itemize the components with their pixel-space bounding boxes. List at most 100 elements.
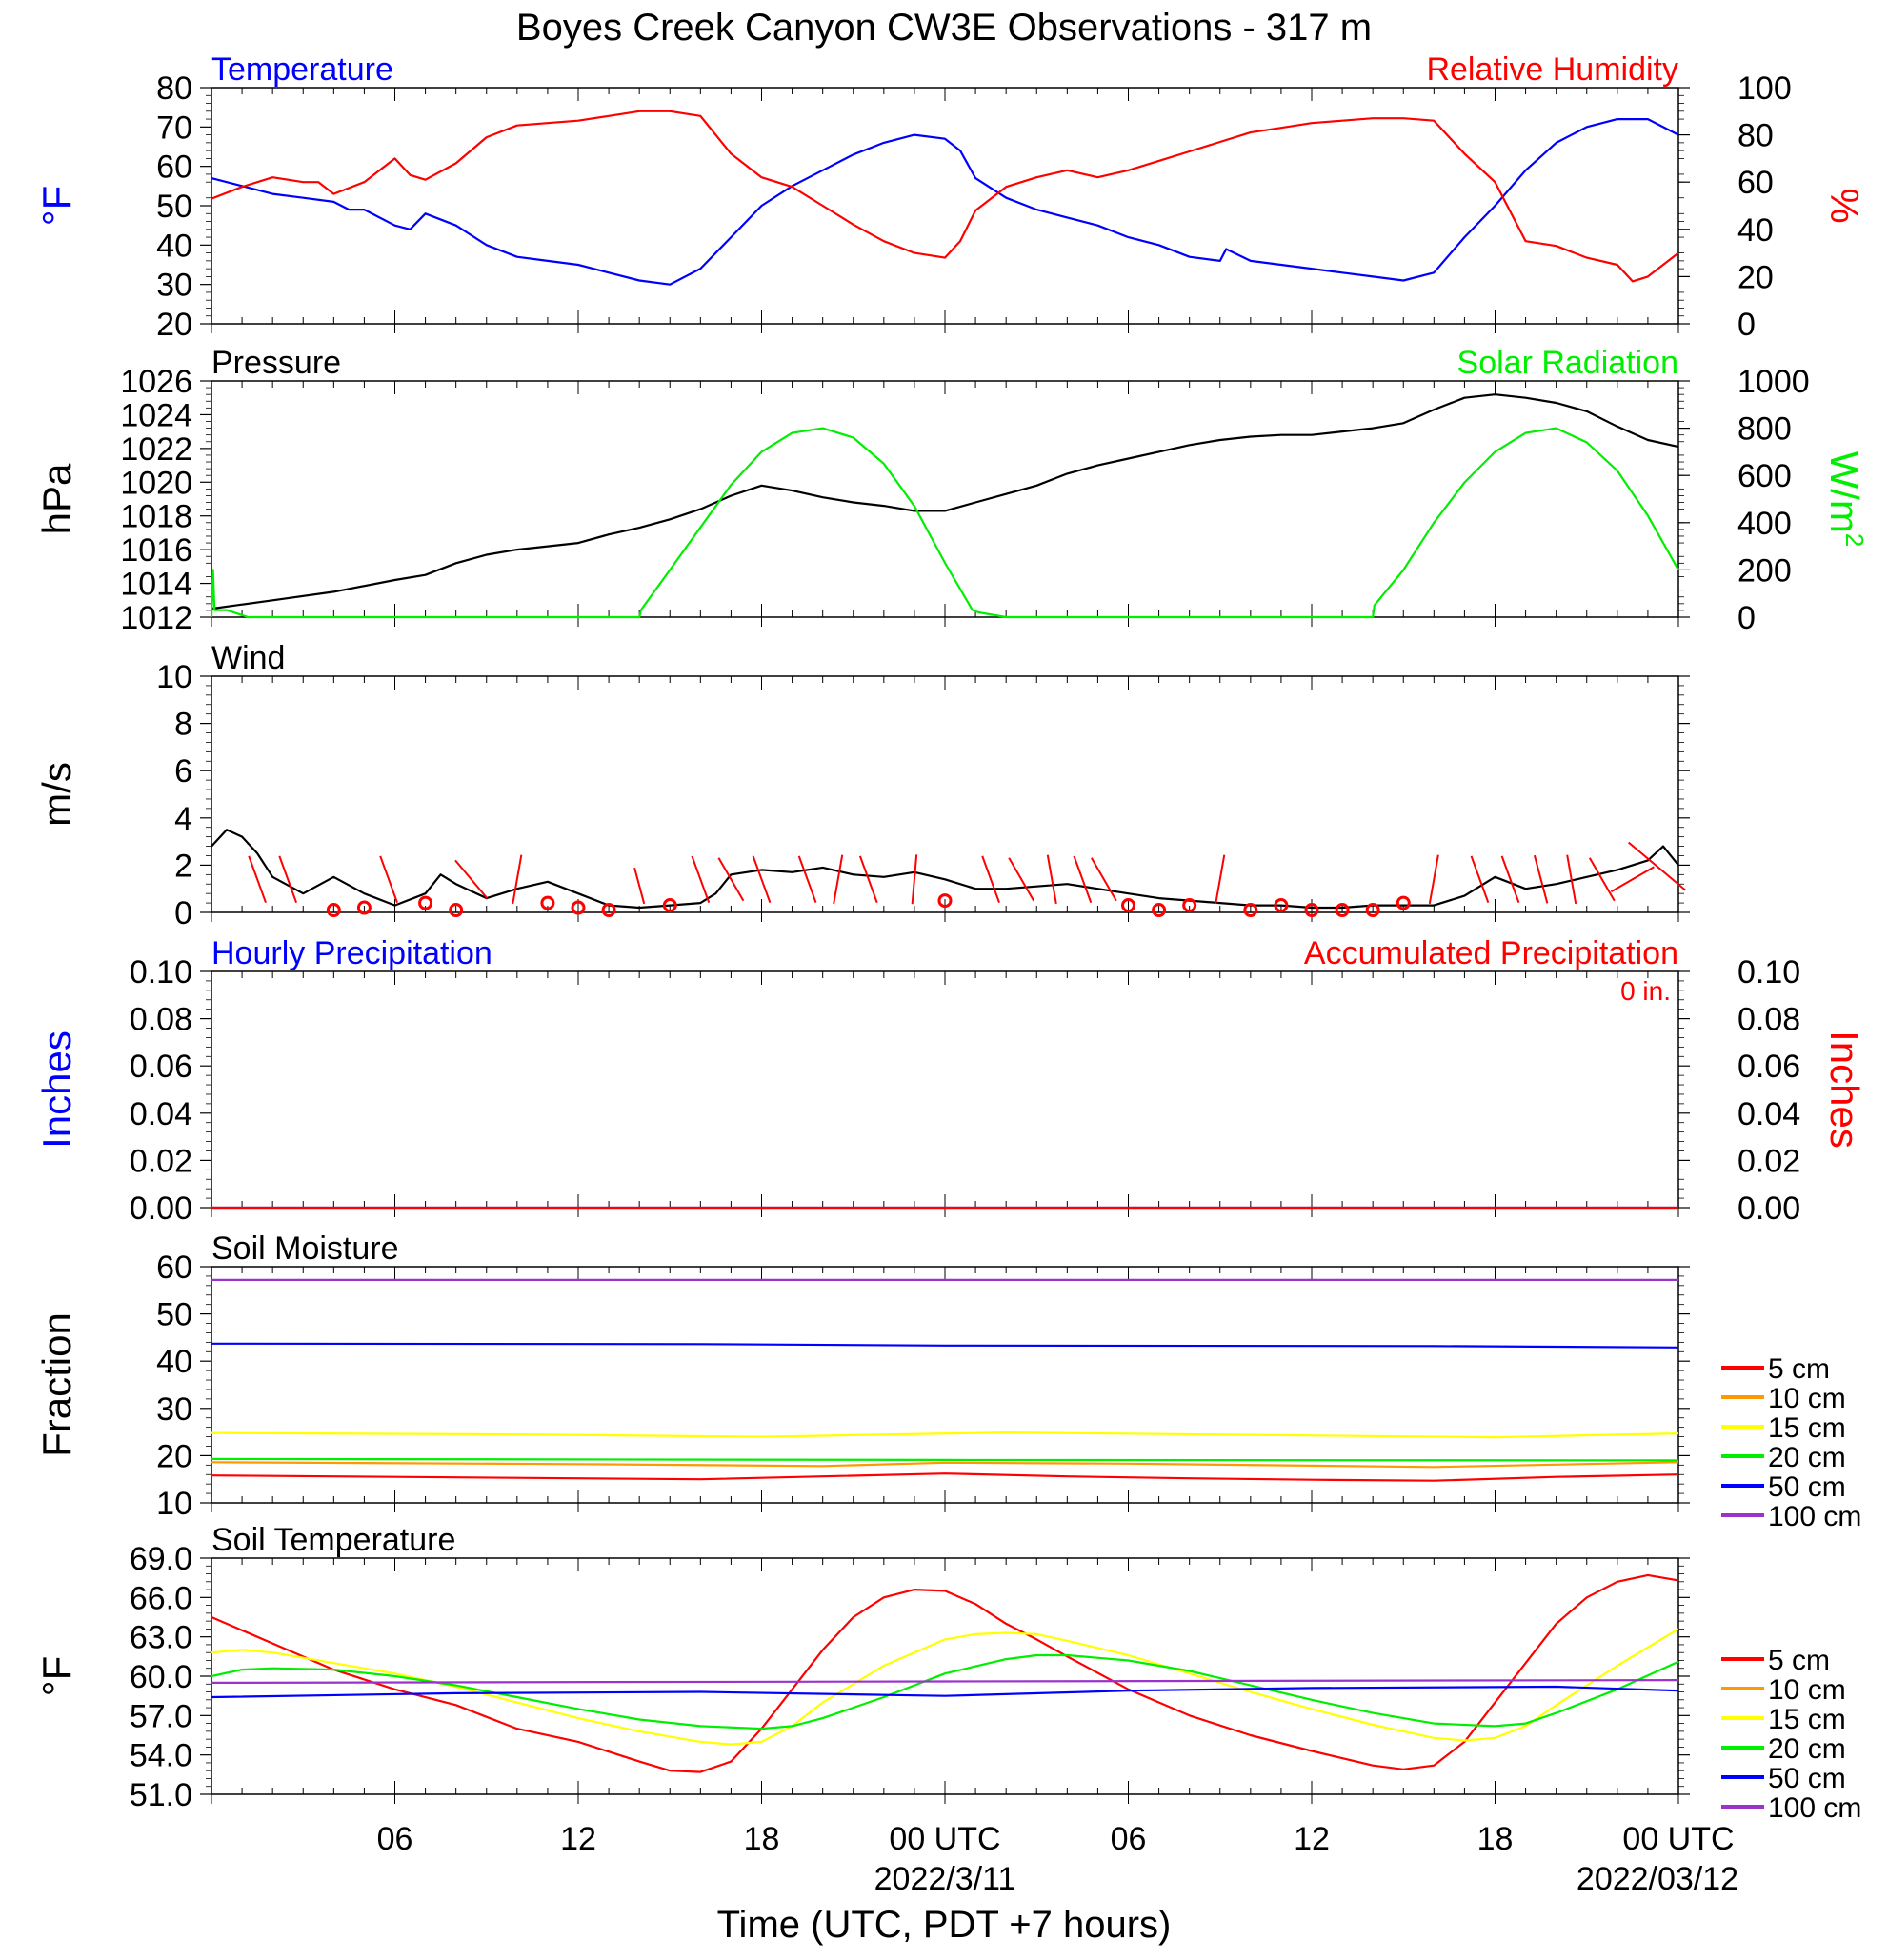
legend-label: 100 cm [1768, 1792, 1861, 1824]
chart-title: Boyes Creek Canyon CW3E Observations - 3… [516, 7, 1372, 49]
wind-calm-marker [1152, 903, 1167, 918]
x-tick-label: 06 [377, 1821, 413, 1857]
y-left-tick-label: 1014 [120, 567, 192, 603]
y-left-tick-label: 1020 [120, 465, 192, 501]
panel-label-left: Pressure [211, 345, 341, 381]
series-line-left-0 [211, 117, 1679, 286]
wind-calm-marker [418, 895, 433, 910]
wind-calm-marker [571, 900, 586, 915]
y-left-tick-label: 20 [156, 307, 192, 343]
legend-label: 5 cm [1768, 1353, 1830, 1385]
y-left-tick-label: 0.00 [130, 1190, 192, 1227]
wind-barb [833, 854, 844, 905]
legend-label: 15 cm [1768, 1412, 1846, 1444]
y-right-tick-label: 0.04 [1737, 1096, 1800, 1132]
series-line-5cm [211, 1573, 1679, 1773]
panel-soil_temperature: 51.054.0 57.060.063.0 66.069.0 Soil Tempera… [34, 1522, 1861, 1824]
wind-calm-marker [601, 903, 616, 918]
y-right-tick-label: 0.02 [1737, 1143, 1800, 1179]
y-left-tick-label: 0.08 [130, 1002, 192, 1038]
legend-label: 50 cm [1768, 1763, 1846, 1794]
x-tick-label: 18 [1477, 1821, 1514, 1857]
legend-label: 10 cm [1768, 1383, 1846, 1414]
y-left-tick-label: 80 [156, 70, 192, 107]
y-left-unit: m/s [34, 762, 79, 827]
y-right-tick-label: 40 [1737, 212, 1774, 249]
y-left-tick-label: 1016 [120, 532, 192, 569]
x-date-label: 2022/03/12 [1577, 1861, 1738, 1897]
series-line-15cm [211, 1628, 1679, 1746]
panel-label-left: Soil Temperature [211, 1522, 455, 1558]
wind-barb [278, 855, 298, 904]
x-tick-label: 12 [560, 1821, 596, 1857]
wind-calm-marker [1335, 903, 1350, 918]
wind-barb [1610, 866, 1655, 893]
series-line-20cm [211, 1457, 1679, 1462]
wind-barb [1500, 855, 1520, 904]
wind-barb [633, 868, 646, 905]
panel-label-left: Hourly Precipitation [211, 935, 492, 971]
wind-calm-marker [1243, 903, 1258, 918]
y-left-tick-label: 20 [156, 1438, 192, 1474]
legend-label: 20 cm [1768, 1733, 1846, 1765]
series-line-100cm [211, 1678, 1679, 1685]
panel-label-left: Temperature [211, 51, 393, 88]
wind-barb [1008, 857, 1035, 902]
y-left-tick-label: 2 [174, 848, 192, 884]
y-right-unit: % [1822, 188, 1867, 223]
y-right-tick-label: 80 [1737, 118, 1774, 154]
legend-label: 100 cm [1768, 1501, 1861, 1532]
wind-barb [1046, 854, 1057, 905]
wind-barb [454, 859, 489, 899]
y-right-tick-label: 60 [1737, 165, 1774, 201]
y-left-tick-label: 50 [156, 189, 192, 225]
y-left-tick-label: 10 [156, 659, 192, 695]
y-right-tick-label: 800 [1737, 411, 1792, 448]
y-left-tick-label: 1012 [120, 600, 192, 636]
wind-calm-marker [1121, 898, 1135, 913]
wind-barb [1628, 841, 1687, 891]
legend-label: 10 cm [1768, 1674, 1846, 1706]
y-left-tick-label: 0.02 [130, 1143, 192, 1179]
panel-label-left: Soil Moisture [211, 1230, 399, 1267]
y-left-tick-label: 1026 [120, 364, 192, 400]
legend-label: 20 cm [1768, 1442, 1846, 1473]
series-line-right-1 [211, 110, 1679, 283]
legend-label: 15 cm [1768, 1704, 1846, 1735]
wind-calm-marker [937, 893, 953, 909]
y-left-tick-label: 69.0 [130, 1541, 192, 1577]
wind-calm-marker [449, 903, 464, 918]
wind-barb [752, 855, 772, 904]
y-right-tick-label: 0.08 [1737, 1002, 1800, 1038]
panel-label-left: Wind [211, 640, 285, 676]
legend-label: 50 cm [1768, 1471, 1846, 1503]
panel-wind: 0 2 4 6 8 10 Wind m/s [34, 640, 1690, 931]
y-left-tick-label: 40 [156, 1344, 192, 1380]
y-left-tick-label: 30 [156, 268, 192, 304]
series-line-right-1 [210, 427, 1679, 619]
wind-barb [1215, 854, 1226, 905]
y-left-tick-label: 6 [174, 753, 192, 790]
wind-calm-marker [1274, 898, 1289, 913]
wind-barb [1588, 857, 1616, 902]
y-left-tick-label: 70 [156, 110, 192, 146]
y-left-tick-label: 0 [174, 895, 192, 931]
wind-barb [512, 854, 523, 905]
wind-barb [717, 857, 745, 902]
wind-calm-marker [1304, 903, 1319, 918]
y-left-tick-label: 63.0 [130, 1620, 192, 1656]
y-right-tick-label: 1000 [1737, 364, 1810, 400]
series-line-left-0 [211, 829, 1679, 910]
y-left-unit: hPa [34, 463, 79, 534]
y-right-tick-label: 100 [1737, 70, 1792, 107]
wind-calm-marker [662, 898, 677, 913]
panel-label-right: Relative Humidity [1426, 51, 1678, 88]
wind-calm-marker [326, 903, 341, 918]
wind-barb [691, 855, 711, 904]
panel-soil_moisture: 10 20 30 40 50 60 Soil Moisture Fraction 5 cm10 … [34, 1230, 1861, 1532]
wind-calm-marker [540, 895, 555, 910]
y-left-unit: Fraction [34, 1312, 79, 1457]
y-right-unit: Inches [1822, 1030, 1867, 1149]
